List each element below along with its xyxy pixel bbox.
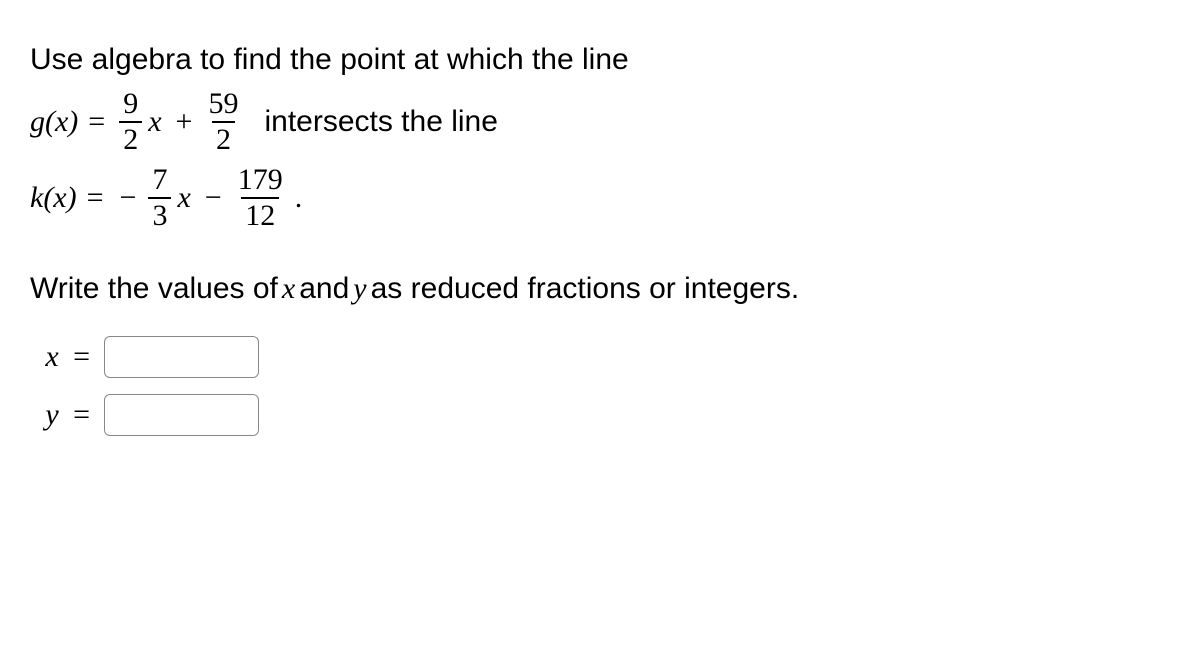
y-answer-row: y = xyxy=(30,394,1170,436)
k-var: x xyxy=(177,181,190,215)
g-const-fraction: 59 2 xyxy=(204,89,242,155)
k-const-num: 179 xyxy=(234,165,287,197)
x-label-var: x xyxy=(45,340,58,373)
instruction-and: and xyxy=(299,269,349,308)
instruction-y: y xyxy=(353,269,366,308)
g-coef-num: 9 xyxy=(119,89,142,121)
instruction-pre: Write the values of xyxy=(30,269,278,308)
x-eq: = xyxy=(73,340,90,373)
g-lhs: g(x) xyxy=(30,105,78,139)
instruction-x: x xyxy=(282,269,295,308)
y-eq: = xyxy=(73,398,90,431)
k-const-den: 12 xyxy=(241,197,279,231)
instruction-line: Write the values of x and y as reduced f… xyxy=(30,269,1170,308)
k-coef-fraction: 7 3 xyxy=(148,165,171,231)
g-eq: = xyxy=(88,105,105,139)
x-input[interactable] xyxy=(104,336,259,378)
k-const-fraction: 179 12 xyxy=(234,165,287,231)
k-lhs: k(x) xyxy=(30,181,77,215)
x-answer-row: x = xyxy=(30,336,1170,378)
answers-block: x = y = xyxy=(30,336,1170,436)
intro-text: Use algebra to find the point at which t… xyxy=(30,40,1170,79)
k-eq: = xyxy=(87,181,104,215)
equation-g-row: g(x) = 9 2 x + 59 2 intersects the line xyxy=(30,89,1170,155)
k-neg: − xyxy=(120,181,137,215)
g-var: x xyxy=(148,105,161,139)
g-coef-den: 2 xyxy=(119,121,142,155)
g-coef-fraction: 9 2 xyxy=(119,89,142,155)
instruction-post: as reduced fractions or integers. xyxy=(371,269,800,308)
equation-k-row: k(x) = − 7 3 x − 179 12 . xyxy=(30,165,1170,231)
k-op: − xyxy=(205,181,222,215)
g-const-num: 59 xyxy=(204,89,242,121)
y-input[interactable] xyxy=(104,394,259,436)
k-period: . xyxy=(295,181,303,215)
g-const-den: 2 xyxy=(212,121,235,155)
k-coef-num: 7 xyxy=(148,165,171,197)
y-label-var: y xyxy=(45,398,58,431)
x-label: x = xyxy=(30,340,90,374)
y-label: y = xyxy=(30,398,90,432)
text-middle: intersects the line xyxy=(264,105,497,139)
intro-text-content: Use algebra to find the point at which t… xyxy=(30,40,629,79)
g-op: + xyxy=(176,105,193,139)
k-coef-den: 3 xyxy=(148,197,171,231)
